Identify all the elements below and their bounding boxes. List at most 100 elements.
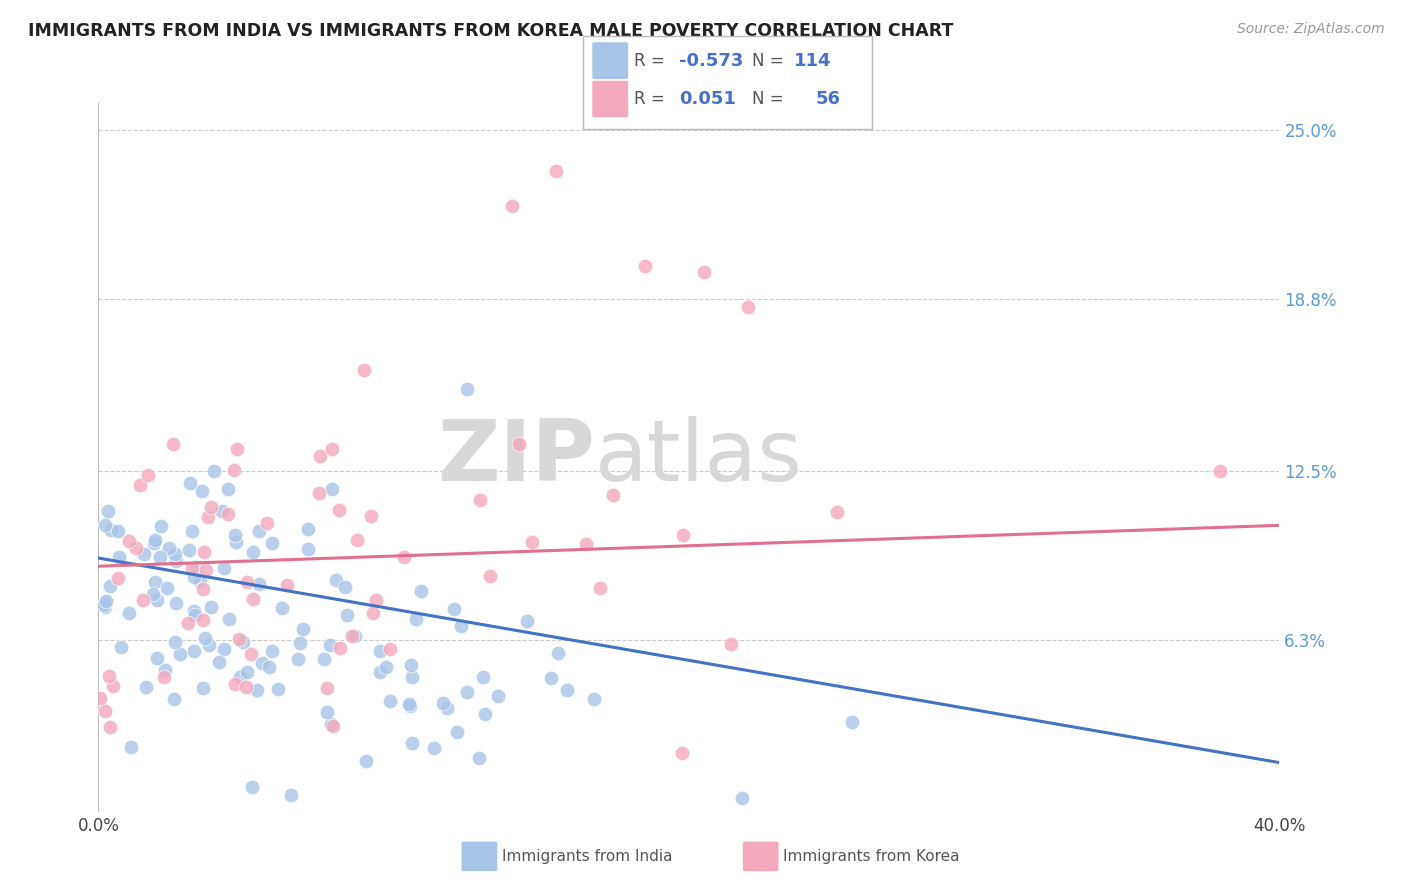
Point [602,488,624,502]
Point [242,591,264,606]
Point [457,382,479,396]
Point [218,612,240,626]
Point [194,564,217,578]
Point [314,652,336,666]
Point [309,450,332,464]
Point [191,582,214,596]
Point [242,545,264,559]
Point [322,719,344,733]
Point [672,528,695,542]
Point [200,500,222,514]
Point [342,629,364,643]
Point [468,492,491,507]
Point [575,537,598,551]
Point [540,671,562,685]
Point [94,518,117,533]
Point [479,569,502,583]
Point [583,692,606,706]
Point [107,524,129,539]
Point [235,574,257,589]
Point [98,579,121,593]
Point [486,690,509,704]
Point [405,612,427,626]
Point [94,594,117,608]
Point [399,698,422,713]
Point [436,701,458,715]
Point [280,788,302,802]
Point [297,541,319,556]
Point [240,780,263,794]
Point [318,638,340,652]
Point [225,534,247,549]
Point [292,622,315,636]
Point [132,547,155,561]
Point [287,652,309,666]
Point [468,751,491,765]
Point [450,618,472,632]
Point [368,665,391,679]
Point [375,660,398,674]
Text: Immigrants from India: Immigrants from India [502,849,672,863]
Point [214,561,236,575]
Point [200,599,222,614]
Point [204,464,226,478]
Point [250,656,273,670]
Point [145,533,167,548]
Point [101,679,124,693]
Text: R =: R = [634,52,671,70]
Point [247,577,270,591]
Point [157,541,180,556]
Point [197,509,219,524]
Point [401,670,423,684]
Point [546,163,568,178]
Point [94,599,117,614]
Point [262,643,284,657]
Point [142,587,165,601]
Point [180,560,202,574]
Point [398,697,420,711]
Point [364,593,387,607]
Point [232,635,254,649]
Point [183,604,205,618]
Point [693,265,716,279]
Point [731,791,754,805]
Point [193,613,215,627]
Point [308,486,330,500]
Point [110,640,132,654]
Point [225,442,247,457]
Point [184,607,207,622]
Point [270,600,292,615]
Point [183,570,205,584]
Point [235,680,257,694]
Point [208,655,231,669]
Point [97,504,120,518]
Point [150,519,173,533]
Point [165,634,187,648]
Point [520,534,543,549]
Point [229,670,252,684]
Point [316,681,339,695]
Text: N =: N = [752,90,789,108]
Point [246,683,269,698]
Point [353,363,375,377]
Point [297,522,319,536]
Point [411,584,433,599]
Point [217,483,239,497]
Point [471,670,494,684]
Point [634,259,657,273]
Text: -0.573: -0.573 [679,52,744,70]
Point [162,436,184,450]
Text: 56: 56 [815,90,841,108]
Point [184,560,207,574]
Text: Immigrants from Korea: Immigrants from Korea [783,849,960,863]
Point [259,659,281,673]
Point [557,683,579,698]
Point [346,533,368,548]
Point [841,714,863,729]
Point [368,644,391,658]
Point [335,580,357,594]
Point [336,608,359,623]
Point [321,482,343,496]
Point [262,535,284,549]
Text: IMMIGRANTS FROM INDIA VS IMMIGRANTS FROM KOREA MALE POVERTY CORRELATION CHART: IMMIGRANTS FROM INDIA VS IMMIGRANTS FROM… [28,22,953,40]
